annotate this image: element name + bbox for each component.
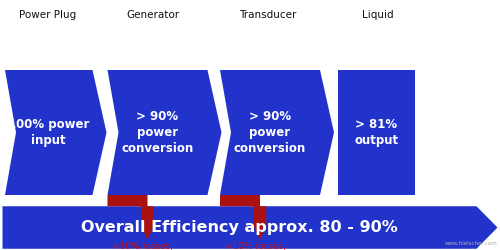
Polygon shape [220,195,266,240]
Polygon shape [5,70,106,195]
Text: <10% losses,
e.g. heat: <10% losses, e.g. heat [225,242,286,250]
Polygon shape [220,70,334,195]
Polygon shape [2,206,498,249]
Text: www.hielscher.com: www.hielscher.com [445,241,498,246]
Polygon shape [108,70,222,195]
Text: Power Plug: Power Plug [19,10,76,20]
Text: > 81%
output: > 81% output [354,118,399,147]
Text: Generator: Generator [126,10,179,20]
Polygon shape [108,195,154,240]
Text: > 90%
power
conversion: > 90% power conversion [234,110,306,156]
Text: > 90%
power
conversion: > 90% power conversion [122,110,194,156]
Text: <10% losses,
e.g. heat: <10% losses, e.g. heat [112,242,174,250]
Text: 100% power
input: 100% power input [8,118,89,147]
Text: Liquid: Liquid [362,10,394,20]
Text: Transducer: Transducer [239,10,296,20]
Text: Overall Efficiency approx. 80 - 90%: Overall Efficiency approx. 80 - 90% [81,220,398,235]
Polygon shape [338,70,415,195]
